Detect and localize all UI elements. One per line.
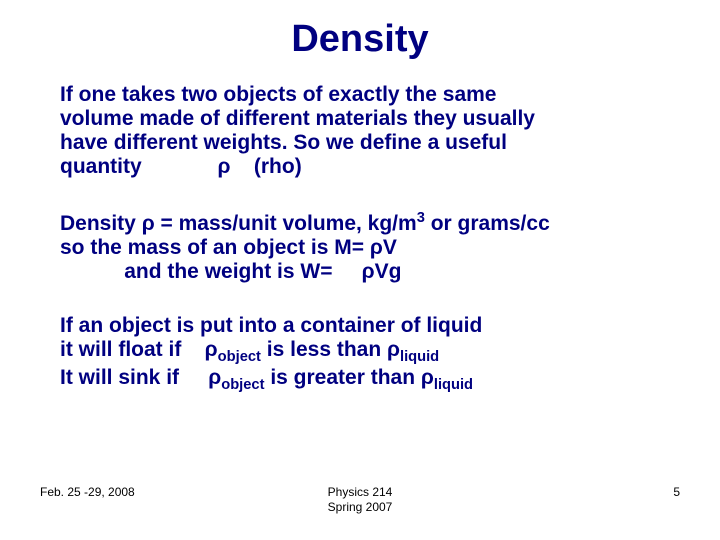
p2-l1a: Density ρ = mass/unit volume, kg/m (60, 212, 417, 235)
p2-l3a: and the weight is W= (124, 260, 332, 283)
footer-date: Feb. 25 -29, 2008 (40, 485, 135, 499)
slide-title: Density (60, 18, 660, 61)
p3-line3: It will sink if ρobject is greater than … (60, 366, 473, 389)
p2-l1b: or grams/cc (425, 212, 550, 235)
subscript-liquid-1: liquid (400, 349, 439, 365)
footer-page-number: 5 (673, 485, 680, 499)
p1-line2: volume made of different materials they … (60, 107, 535, 130)
subscript-object-2: object (221, 377, 264, 393)
p3-l2-rho1: ρ (205, 338, 218, 361)
slide-footer: Feb. 25 -29, 2008 Physics 214 Spring 200… (0, 485, 720, 514)
exponent-3: 3 (417, 210, 425, 226)
paragraph-1: If one takes two objects of exactly the … (60, 83, 660, 180)
p3-l3a: It will sink if (60, 366, 179, 389)
paragraph-2: Density ρ = mass/unit volume, kg/m3 or g… (60, 210, 660, 284)
p3-l3c: is greater than ρ (264, 366, 433, 389)
paragraph-3: If an object is put into a container of … (60, 314, 660, 394)
p3-l3-rho1: ρ (208, 366, 221, 389)
p3-l2a: it will float if (60, 338, 181, 361)
subscript-object-1: object (218, 349, 261, 365)
p2-l3b: ρVg (356, 260, 402, 283)
subscript-liquid-2: liquid (434, 377, 473, 393)
p1-line4: quantity ρ (rho) (60, 155, 302, 178)
p2-line3: and the weight is W= ρVg (60, 260, 401, 283)
p2-line1: Density ρ = mass/unit volume, kg/m3 or g… (60, 212, 550, 235)
p1-line3: have different weights. So we define a u… (60, 131, 507, 154)
footer-center-line2: Spring 2007 (328, 500, 393, 514)
p1-l4-quantity: quantity (60, 155, 142, 178)
p3-line1: If an object is put into a container of … (60, 314, 482, 337)
p1-line1: If one takes two objects of exactly the … (60, 83, 496, 106)
p2-line2: so the mass of an object is M= ρV (60, 236, 397, 259)
rho-label: (rho) (254, 155, 302, 178)
footer-center-line1: Physics 214 (328, 485, 393, 499)
p3-line2: it will float if ρobject is less than ρl… (60, 338, 439, 361)
rho-symbol: ρ (218, 155, 231, 178)
p3-l2c: is less than ρ (261, 338, 400, 361)
